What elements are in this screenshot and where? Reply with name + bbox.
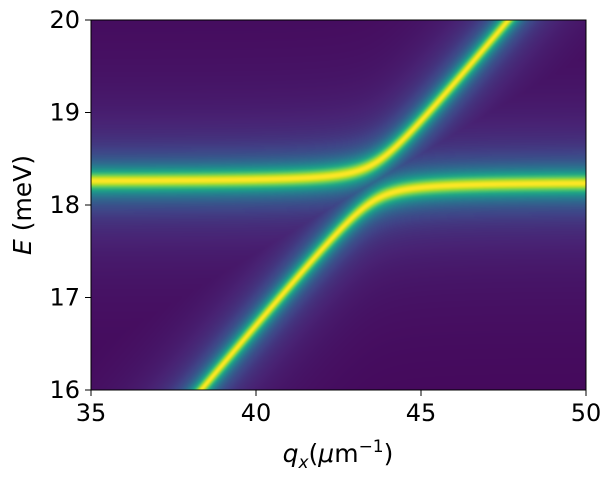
heatmap-image <box>91 20 586 390</box>
plot-area <box>90 19 587 391</box>
x-label-m: m <box>334 439 358 468</box>
y-axis-label: E (meV) <box>8 155 37 255</box>
y-tick-label: 17 <box>49 284 80 312</box>
y-tick-label: 19 <box>49 99 80 127</box>
x-axis-label: qx(μm−1) <box>283 437 394 473</box>
x-label-exp: −1 <box>359 437 384 457</box>
x-label-close: ) <box>384 439 394 468</box>
x-label-mu: μ <box>317 439 334 468</box>
y-label-unit: (meV) <box>8 155 37 239</box>
x-label-var: q <box>283 439 299 468</box>
y-tick-label: 16 <box>49 376 80 404</box>
y-tick-label: 18 <box>49 191 80 219</box>
x-tick-label: 50 <box>571 399 602 427</box>
y-label-var: E <box>8 239 37 255</box>
x-label-sub: x <box>297 453 309 473</box>
x-tick-label: 45 <box>406 399 437 427</box>
x-tick-label: 35 <box>76 399 107 427</box>
heatmap-image-container <box>91 20 586 390</box>
y-tick-label: 20 <box>49 6 80 34</box>
x-axis: 35 40 45 50 <box>76 390 602 427</box>
y-axis: 16 17 18 19 20 <box>49 6 91 404</box>
x-tick-label: 40 <box>241 399 272 427</box>
x-label-open: ( <box>309 439 319 468</box>
